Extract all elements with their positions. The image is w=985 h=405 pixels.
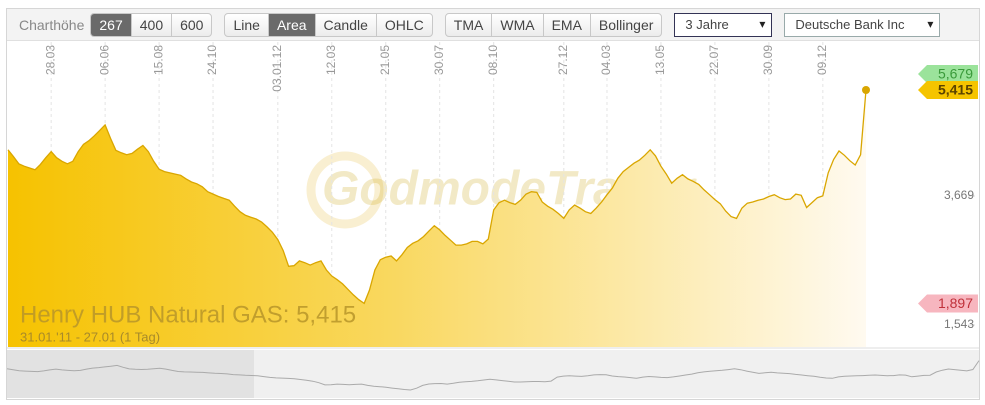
chart-type-button[interactable]: Line — [233, 16, 260, 33]
chart-type-group: Line Area Candle OHLC — [224, 12, 433, 37]
y-tick-label: 3,669 — [944, 188, 974, 202]
x-tick-label: 21.05 — [378, 45, 392, 75]
height-button[interactable]: 400 — [130, 13, 171, 36]
indicator-button[interactable]: WMA — [491, 13, 542, 36]
navigator-window[interactable] — [7, 350, 254, 398]
x-tick-label: 12.03 — [324, 45, 338, 75]
price-marker-label: 1,897 — [938, 295, 973, 311]
x-tick-label: 03.01.12 — [270, 45, 284, 92]
period-select[interactable]: 3 Jahre — [674, 12, 773, 37]
x-tick-label: 28.03 — [43, 45, 57, 75]
indicator-group: TMA WMA EMA Bollinger — [444, 12, 663, 37]
line — [7, 89, 867, 305]
price-marker-label: 5,415 — [938, 82, 973, 98]
height-label: Charthöhe — [19, 16, 85, 33]
y-tick-label: 1,543 — [944, 317, 974, 331]
navigator-line — [6, 360, 980, 391]
x-tick-label: 15.08 — [151, 45, 165, 75]
chart-subtitle: 31.01.'11 - 27.01 (1 Tag) — [20, 329, 160, 344]
x-tick-label: 13.05 — [653, 45, 667, 75]
price-marker — [918, 81, 978, 100]
widget-frame — [6, 8, 980, 400]
price-marker — [918, 294, 978, 313]
x-tick-label: 04.03 — [599, 45, 613, 75]
toolbar: Charthöhe 267 400 600 Line Area Candle OHLC T… — [7, 9, 979, 41]
chart-type-button[interactable]: Area — [267, 13, 315, 36]
height-group: 267 400 600 — [90, 12, 213, 37]
instrument-select[interactable]: Deutsche Bank Inc — [784, 12, 941, 37]
area — [8, 90, 866, 347]
x-tick-label: 27.12 — [556, 45, 570, 75]
last-point — [862, 86, 870, 95]
x-tick-label: 06.06 — [97, 45, 111, 75]
price-marker — [918, 64, 978, 83]
x-tick-label: 09.12 — [815, 45, 829, 75]
x-tick-label: 22.07 — [707, 45, 721, 75]
height-button[interactable]: 600 — [171, 13, 211, 36]
x-tick-label: 24.10 — [205, 45, 219, 75]
x-tick-label: 08.10 — [486, 45, 500, 75]
chart-type-button[interactable]: OHLC — [375, 13, 432, 36]
watermark-logo — [306, 151, 384, 229]
chart-title: Henry HUB Natural GAS: 5,415 — [20, 301, 356, 328]
height-button[interactable]: 267 — [91, 13, 131, 36]
x-tick-label: 30.09 — [761, 45, 775, 75]
indicator-button[interactable]: Bollinger — [589, 13, 661, 36]
price-marker-label: 5,679 — [938, 66, 973, 82]
x-tick-label: 30.07 — [432, 45, 446, 75]
indicator-button[interactable]: EMA — [542, 13, 590, 36]
indicator-button[interactable]: TMA — [453, 16, 484, 33]
chart-type-button[interactable]: Candle — [314, 13, 376, 36]
